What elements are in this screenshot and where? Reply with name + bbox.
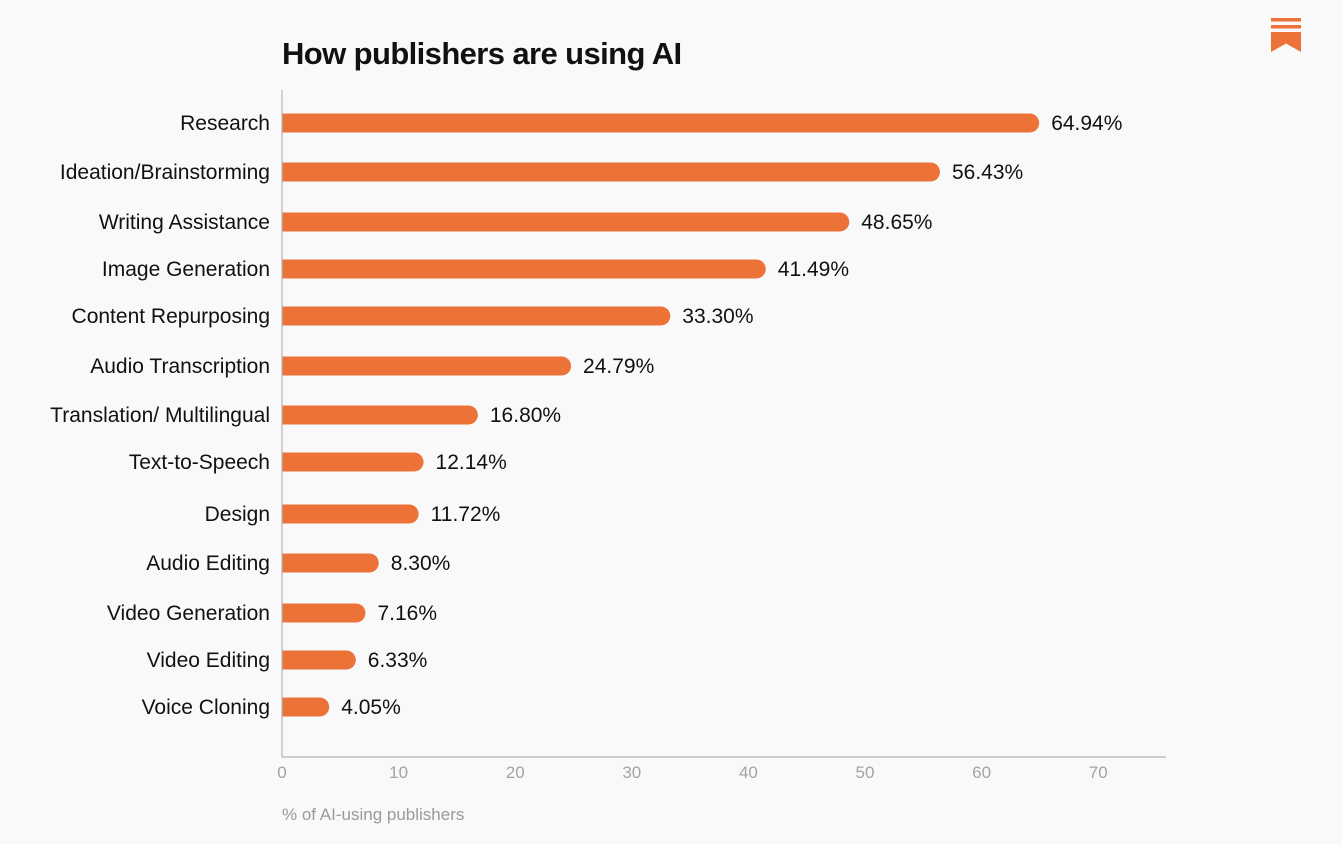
logo-bar-top xyxy=(1271,18,1301,22)
value-label: 56.43% xyxy=(952,161,1023,184)
x-tick-label: 10 xyxy=(389,763,408,782)
bar xyxy=(282,603,366,623)
logo-ribbon xyxy=(1271,32,1301,52)
chart-title: How publishers are using AI xyxy=(282,36,682,71)
value-label: 4.05% xyxy=(341,696,401,719)
bar xyxy=(282,504,419,524)
category-label: Translation/ Multilingual xyxy=(50,404,270,427)
logo-bar-middle xyxy=(1271,25,1301,29)
bar xyxy=(282,306,671,326)
value-label: 6.33% xyxy=(368,649,428,672)
x-tick-label: 0 xyxy=(277,763,286,782)
bar xyxy=(282,650,356,670)
x-tick-labels: 0 10 20 30 40 50 60 70 xyxy=(277,763,1107,782)
value-label: 41.49% xyxy=(778,258,849,281)
category-label: Writing Assistance xyxy=(99,211,270,234)
x-tick-label: 60 xyxy=(972,763,991,782)
category-label: Ideation/Brainstorming xyxy=(60,161,270,184)
x-tick-label: 70 xyxy=(1089,763,1108,782)
category-label: Research xyxy=(180,112,270,135)
bar xyxy=(282,259,766,279)
value-labels: 64.94% 56.43% 48.65% 41.49% 33.30% 24.79% 16.8… xyxy=(341,112,1122,719)
category-label: Design xyxy=(205,503,270,526)
value-label: 11.72% xyxy=(431,503,501,526)
bar xyxy=(282,452,424,472)
category-labels: Research Ideation/Brainstorming Writing As… xyxy=(50,112,270,719)
x-tick-label: 30 xyxy=(622,763,641,782)
category-label: Video Generation xyxy=(107,602,270,625)
x-axis-title: % of AI-using publishers xyxy=(282,805,464,824)
x-tick-label: 50 xyxy=(856,763,875,782)
bars-layer xyxy=(282,113,1040,717)
bar xyxy=(282,162,940,182)
bar xyxy=(282,697,330,717)
value-label: 7.16% xyxy=(377,602,437,625)
category-label: Audio Editing xyxy=(146,552,270,575)
value-label: 24.79% xyxy=(583,355,654,378)
category-label: Voice Cloning xyxy=(142,696,270,719)
value-label: 12.14% xyxy=(436,451,507,474)
value-label: 48.65% xyxy=(861,211,932,234)
value-label: 64.94% xyxy=(1051,112,1122,135)
bar xyxy=(282,553,379,573)
bookmark-logo-icon xyxy=(1271,18,1301,52)
bar xyxy=(282,113,1040,133)
category-label: Video Editing xyxy=(147,649,270,672)
category-label: Image Generation xyxy=(102,258,270,281)
x-tick-label: 40 xyxy=(739,763,758,782)
category-label: Text-to-Speech xyxy=(129,451,270,474)
bar xyxy=(282,405,478,425)
value-label: 33.30% xyxy=(682,305,753,328)
category-label: Audio Transcription xyxy=(90,355,270,378)
value-label: 8.30% xyxy=(391,552,451,575)
bar xyxy=(282,356,572,376)
value-label: 16.80% xyxy=(490,404,561,427)
bar xyxy=(282,212,850,232)
category-label: Content Repurposing xyxy=(72,305,270,328)
x-tick-label: 20 xyxy=(506,763,525,782)
